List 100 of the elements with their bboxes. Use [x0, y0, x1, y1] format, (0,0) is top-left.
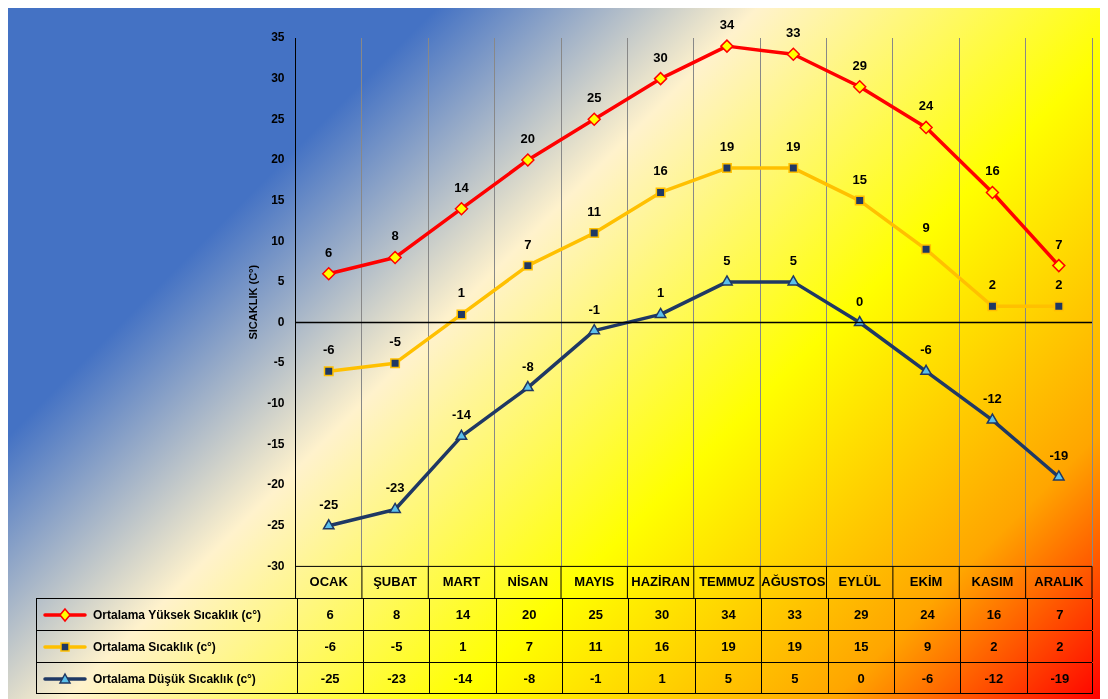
point: [522, 260, 533, 271]
y-tick-label: -15: [267, 436, 285, 451]
annotation: -6: [322, 342, 335, 358]
annotation: 6: [325, 244, 333, 260]
data-label: 7: [495, 631, 563, 662]
point: [323, 366, 334, 377]
point: [388, 250, 402, 265]
data-label: 2: [1026, 631, 1093, 662]
data-label: 2: [960, 631, 1027, 662]
point: [454, 201, 469, 216]
x-tick-label: KASIM: [971, 573, 1014, 589]
data-label: 25: [562, 599, 629, 630]
point: [721, 163, 732, 174]
y-tick-label: -10: [267, 396, 285, 411]
x-tick-label: EYLÜL: [838, 573, 882, 589]
data-label: 33: [761, 599, 828, 630]
point: [721, 275, 733, 286]
x-tick-label: NİSAN: [507, 573, 549, 589]
annotation: 2: [988, 277, 997, 293]
annotation: 5: [723, 252, 731, 268]
annotation: 24: [918, 98, 935, 114]
annotation: 0: [856, 293, 864, 309]
annotation: -14: [452, 407, 472, 423]
annotation: 1: [457, 285, 466, 301]
y-tick-label: 15: [271, 192, 285, 207]
data-label: -6: [893, 663, 961, 694]
point: [921, 244, 932, 255]
data-label: 16: [960, 599, 1027, 630]
point: [588, 323, 601, 335]
data-label: 16: [628, 631, 695, 662]
point: [521, 380, 534, 392]
annotation: 19: [719, 139, 735, 155]
annotation: 16: [653, 163, 668, 179]
annotation: 33: [786, 25, 801, 41]
x-tick-label: HAZİRAN: [631, 573, 690, 589]
data-label: 0: [827, 663, 894, 694]
y-tick-label: 5: [277, 274, 285, 289]
data-label: 1: [628, 663, 695, 694]
annotation: -23: [385, 480, 405, 496]
annotation: 25: [586, 90, 602, 106]
point: [852, 80, 867, 94]
legend-label: Ortalama Düşük Sıcaklık (c°): [93, 672, 256, 686]
data-label: 19: [761, 631, 828, 662]
annotation: -12: [983, 391, 1002, 407]
annotation: 5: [789, 252, 797, 268]
data-label: 8: [362, 599, 430, 630]
legend-label: Ortalama Yüksek Sıcaklık (c°): [93, 608, 262, 622]
data-label: 5: [761, 663, 828, 694]
x-tick-label: ŞUBAT: [373, 573, 418, 589]
annotation: 7: [524, 236, 532, 252]
annotation: 11: [587, 204, 602, 220]
point: [389, 502, 402, 514]
data-label: 20: [495, 599, 563, 630]
data-label: 1: [429, 631, 496, 662]
annotation: -8: [522, 358, 534, 374]
point: [786, 47, 801, 62]
point: [655, 187, 666, 198]
point: [920, 364, 933, 376]
annotation: 1: [656, 285, 665, 301]
point: [788, 163, 799, 174]
annotation: -6: [920, 342, 932, 358]
point: [720, 39, 734, 53]
data-label: -14: [429, 663, 496, 694]
annotation: -19: [1049, 447, 1069, 463]
data-label: 15: [827, 631, 894, 662]
annotation: 19: [786, 139, 801, 155]
point: [653, 71, 668, 86]
x-tick-label: MAYIS: [574, 573, 615, 589]
annotation: -25: [319, 496, 339, 512]
y-tick-label: 35: [271, 30, 285, 45]
y-tick-label: 10: [271, 233, 285, 248]
annotation: -1: [588, 301, 600, 317]
data-label: 30: [628, 599, 695, 630]
point: [919, 120, 933, 135]
annotation: 29: [852, 57, 867, 73]
data-label: 7: [1026, 599, 1093, 630]
annotation: 34: [719, 17, 735, 33]
data-label: 34: [694, 599, 762, 630]
data-label: 9: [893, 631, 961, 662]
point: [390, 358, 401, 369]
point: [322, 519, 335, 530]
point: [854, 195, 865, 206]
point: [321, 267, 336, 281]
y-tick-label: -30: [267, 558, 285, 573]
y-tick-label: 25: [271, 111, 285, 126]
data-label: -1: [562, 663, 629, 694]
y-tick-label: -25: [267, 518, 285, 533]
data-label: 24: [893, 599, 961, 630]
y-tick-label: 0: [277, 314, 285, 329]
y-axis-title: SICAKLIK (C°): [246, 264, 259, 340]
data-label: -23: [362, 663, 430, 694]
data-label: -12: [960, 663, 1027, 694]
point: [654, 307, 667, 319]
data-label: -8: [495, 663, 563, 694]
x-tick-label: AĞUSTOS: [761, 573, 826, 589]
annotation: 30: [653, 49, 668, 65]
x-tick-label: EKİM: [909, 573, 943, 589]
data-label: 19: [694, 631, 762, 662]
x-tick-label: OCAK: [309, 573, 349, 589]
data-label: -19: [1026, 663, 1093, 694]
